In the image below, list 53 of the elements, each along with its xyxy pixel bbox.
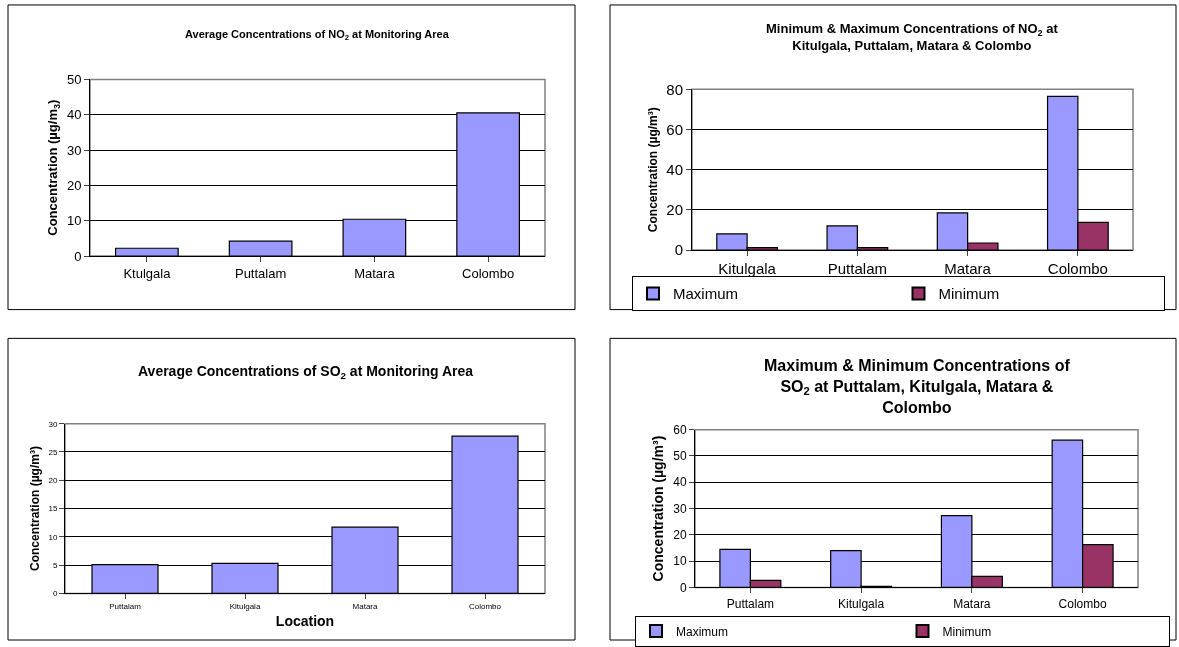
y-tick-label: 50 [673,449,687,464]
x-tick-label: Puttalam [234,265,287,281]
y-tick-label: 40 [66,107,82,123]
y-tick-label: 15 [48,504,58,514]
y-tick-label: 20 [66,177,82,193]
chart-title: Minimum & Maximum Concentrations of NO$_{2}$ at Kitulgala, Puttalam, Matara & Colombo [766,21,1059,53]
y-tick-label: 0 [679,580,687,595]
y-tick-label: 5 [52,560,58,570]
x-tick-label: Colombo [1047,260,1108,278]
y-axis-title: Concentration (µg/m³) [645,107,660,233]
y-axis-title: Concentration (µg/m³) [27,446,42,571]
y-tick-label: 0 [674,241,683,259]
x-tick-label: Kitulgala [229,601,261,611]
y-tick-label: 60 [666,120,683,138]
y-tick-label: 80 [666,80,683,98]
x-tick-label: Ktulgala [123,265,172,281]
chart-title: Maximum & Minimum Concentrations of SO$_{2}$ at Puttalam, Kitulgala, Matara & Colombo [764,357,1071,416]
y-tick-label: 40 [673,475,687,490]
x-tick-label: Puttalam [827,260,887,278]
x-tick-label: Puttalam [726,596,775,611]
x-tick-label: Matara [944,260,992,278]
x-tick-label: Matara [953,596,991,611]
legend-label: Minimum [938,285,1000,303]
x-tick-label: Kitulgala [838,596,885,611]
legend-label: Maximum [673,285,739,303]
legend-label: Maximum [676,624,729,639]
x-tick-label: Colombo [468,601,502,611]
y-tick-label: 10 [673,554,687,569]
y-tick-label: 60 [673,422,687,437]
y-tick-label: 30 [673,501,687,516]
y-tick-label: 50 [66,71,82,87]
y-tick-label: 10 [48,532,58,542]
y-tick-label: 30 [66,142,82,158]
y-tick-label: 20 [48,476,58,486]
chart-title: Average Concentrations of SO$_{2}$ at Monitoring Area [138,363,474,381]
y-tick-label: 20 [673,528,687,543]
x-tick-label: Puttalam [109,601,142,611]
y-tick-label: 10 [66,213,82,229]
y-tick-label: 25 [48,447,58,457]
y-tick-label: 20 [666,201,683,219]
x-axis-title: Location [275,613,335,630]
x-tick-label: Kitulgala [718,260,777,278]
y-axis-title: Concentration (µg/m³) [649,435,666,582]
chart-title: Average Concentrations of NO$_{2}$ at Monitoring Area [185,28,450,43]
legend-label: Minimum [942,624,992,639]
y-tick-label: 40 [666,160,683,178]
x-tick-label: Colombo [1058,596,1107,611]
y-tick-label: 30 [48,419,58,429]
y-tick-label: 0 [74,248,82,264]
y-tick-label: 0 [52,589,58,599]
x-tick-label: Matara [352,601,378,611]
x-tick-label: Colombo [462,265,515,281]
x-tick-label: Matara [354,265,396,281]
